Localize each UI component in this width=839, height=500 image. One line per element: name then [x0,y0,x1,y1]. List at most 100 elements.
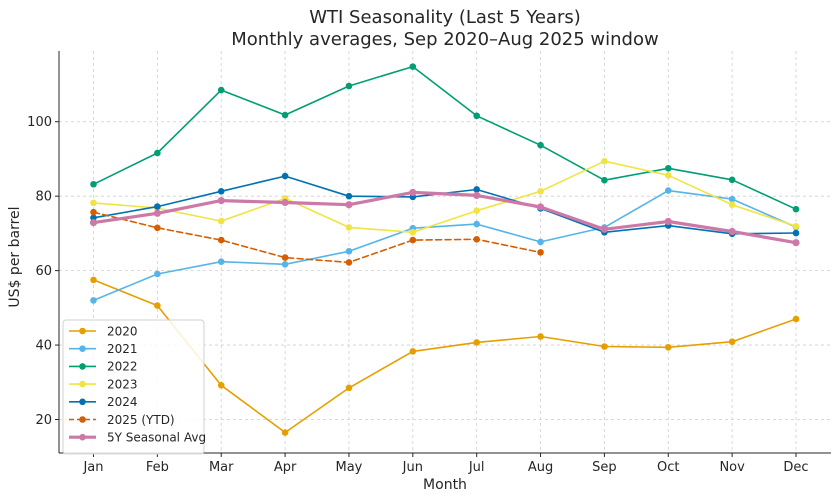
series-2020 [90,276,800,436]
data-point [537,249,544,256]
data-point [90,297,97,304]
data-point [792,205,800,213]
data-point [90,208,97,216]
y-tick-label: 80 [35,190,52,205]
data-point [90,276,97,284]
data-point [409,236,417,244]
data-point [792,229,800,237]
data-point [664,217,672,226]
data-point [728,195,736,203]
data-point [664,164,672,172]
legend-label: 2020 [107,324,138,338]
data-point [728,338,736,346]
data-point [473,207,480,214]
data-point [217,197,225,205]
data-point [90,180,97,188]
data-point [281,198,289,207]
series-line [92,189,797,302]
legend-label: 5Y Seasonal Avg [107,431,206,445]
legend-label: 2021 [107,342,138,356]
data-point [345,384,353,392]
data-point [281,260,289,268]
data-point [792,239,800,247]
data-point [217,188,225,195]
data-point [537,333,544,340]
legend-item: 2023 [69,377,138,391]
data-point [473,236,480,243]
data-point [154,203,161,210]
legend-swatch-marker [79,433,86,441]
x-tick-label: Jan [82,460,103,475]
data-point [473,186,480,193]
x-tick-label: May [336,460,363,475]
data-point [601,343,608,350]
legend-label: 2024 [107,395,138,409]
data-point [154,149,161,157]
series-layer [89,63,800,436]
data-point [473,220,480,228]
legend-item: 5Y Seasonal Avg [69,431,206,445]
x-tick-label: Nov [719,460,745,475]
legend-swatch-marker [79,380,86,388]
data-point [217,381,225,389]
legend-label: 2022 [107,360,138,374]
legend-swatch-marker [79,416,86,423]
x-tick-label: Aug [528,460,553,475]
data-point [537,188,544,195]
data-point [409,63,417,70]
data-point [345,82,353,90]
legend-swatch-marker [79,363,86,370]
legend-item: 2020 [69,324,138,338]
legend-label: 2023 [107,377,138,391]
data-point [473,112,480,120]
x-tick-label: Jul [468,460,485,475]
data-point [664,343,672,351]
legend-box [62,319,205,455]
data-point [601,157,608,165]
series-5y-seasonal-avg [89,188,800,247]
legend-swatch-marker [79,398,86,406]
data-point [217,217,225,225]
legend-item: 2024 [69,395,138,409]
series-line [92,65,797,210]
y-tick-label: 20 [35,413,52,428]
data-point [154,270,161,278]
data-point [154,224,161,232]
legend-item: 2025 (YTD) [69,413,175,427]
data-point [409,228,417,236]
data-point [345,201,353,209]
data-point [154,302,161,309]
legend-swatch-marker [79,327,86,335]
data-point [728,176,736,184]
data-point [281,429,289,436]
series-line [92,279,797,434]
series-line [92,160,797,234]
x-tick-label: Apr [274,460,297,475]
x-tick-label: Feb [146,460,169,475]
legend-item: 2022 [69,360,138,374]
chart-subtitle: Monthly averages, Sep 2020–Aug 2025 wind… [231,29,658,50]
series-2022 [90,63,800,213]
legend: 2020 2021 2022 2023 2024 2025 (YTD) 5Y Seasona… [62,319,206,455]
legend-label: 2025 (YTD) [107,413,175,427]
data-point [89,218,98,227]
data-point [281,111,289,119]
legend-item: 2021 [69,342,138,356]
data-point [90,199,97,207]
y-tick-label: 100 [27,115,52,130]
y-axis-label: US$ per barrel [7,206,23,307]
y-tick-label: 40 [35,339,52,354]
data-point [409,188,417,197]
x-tick-label: Sep [592,460,617,475]
data-point [217,236,225,244]
x-tick-label: Mar [209,460,234,475]
x-tick-label: Jun [402,460,423,475]
data-point [601,176,608,184]
x-axis-label: Month [423,477,467,493]
series-line [92,211,542,264]
x-tick-label: Oct [657,460,679,475]
series-2025-ytd [90,208,544,266]
data-point [217,86,225,94]
